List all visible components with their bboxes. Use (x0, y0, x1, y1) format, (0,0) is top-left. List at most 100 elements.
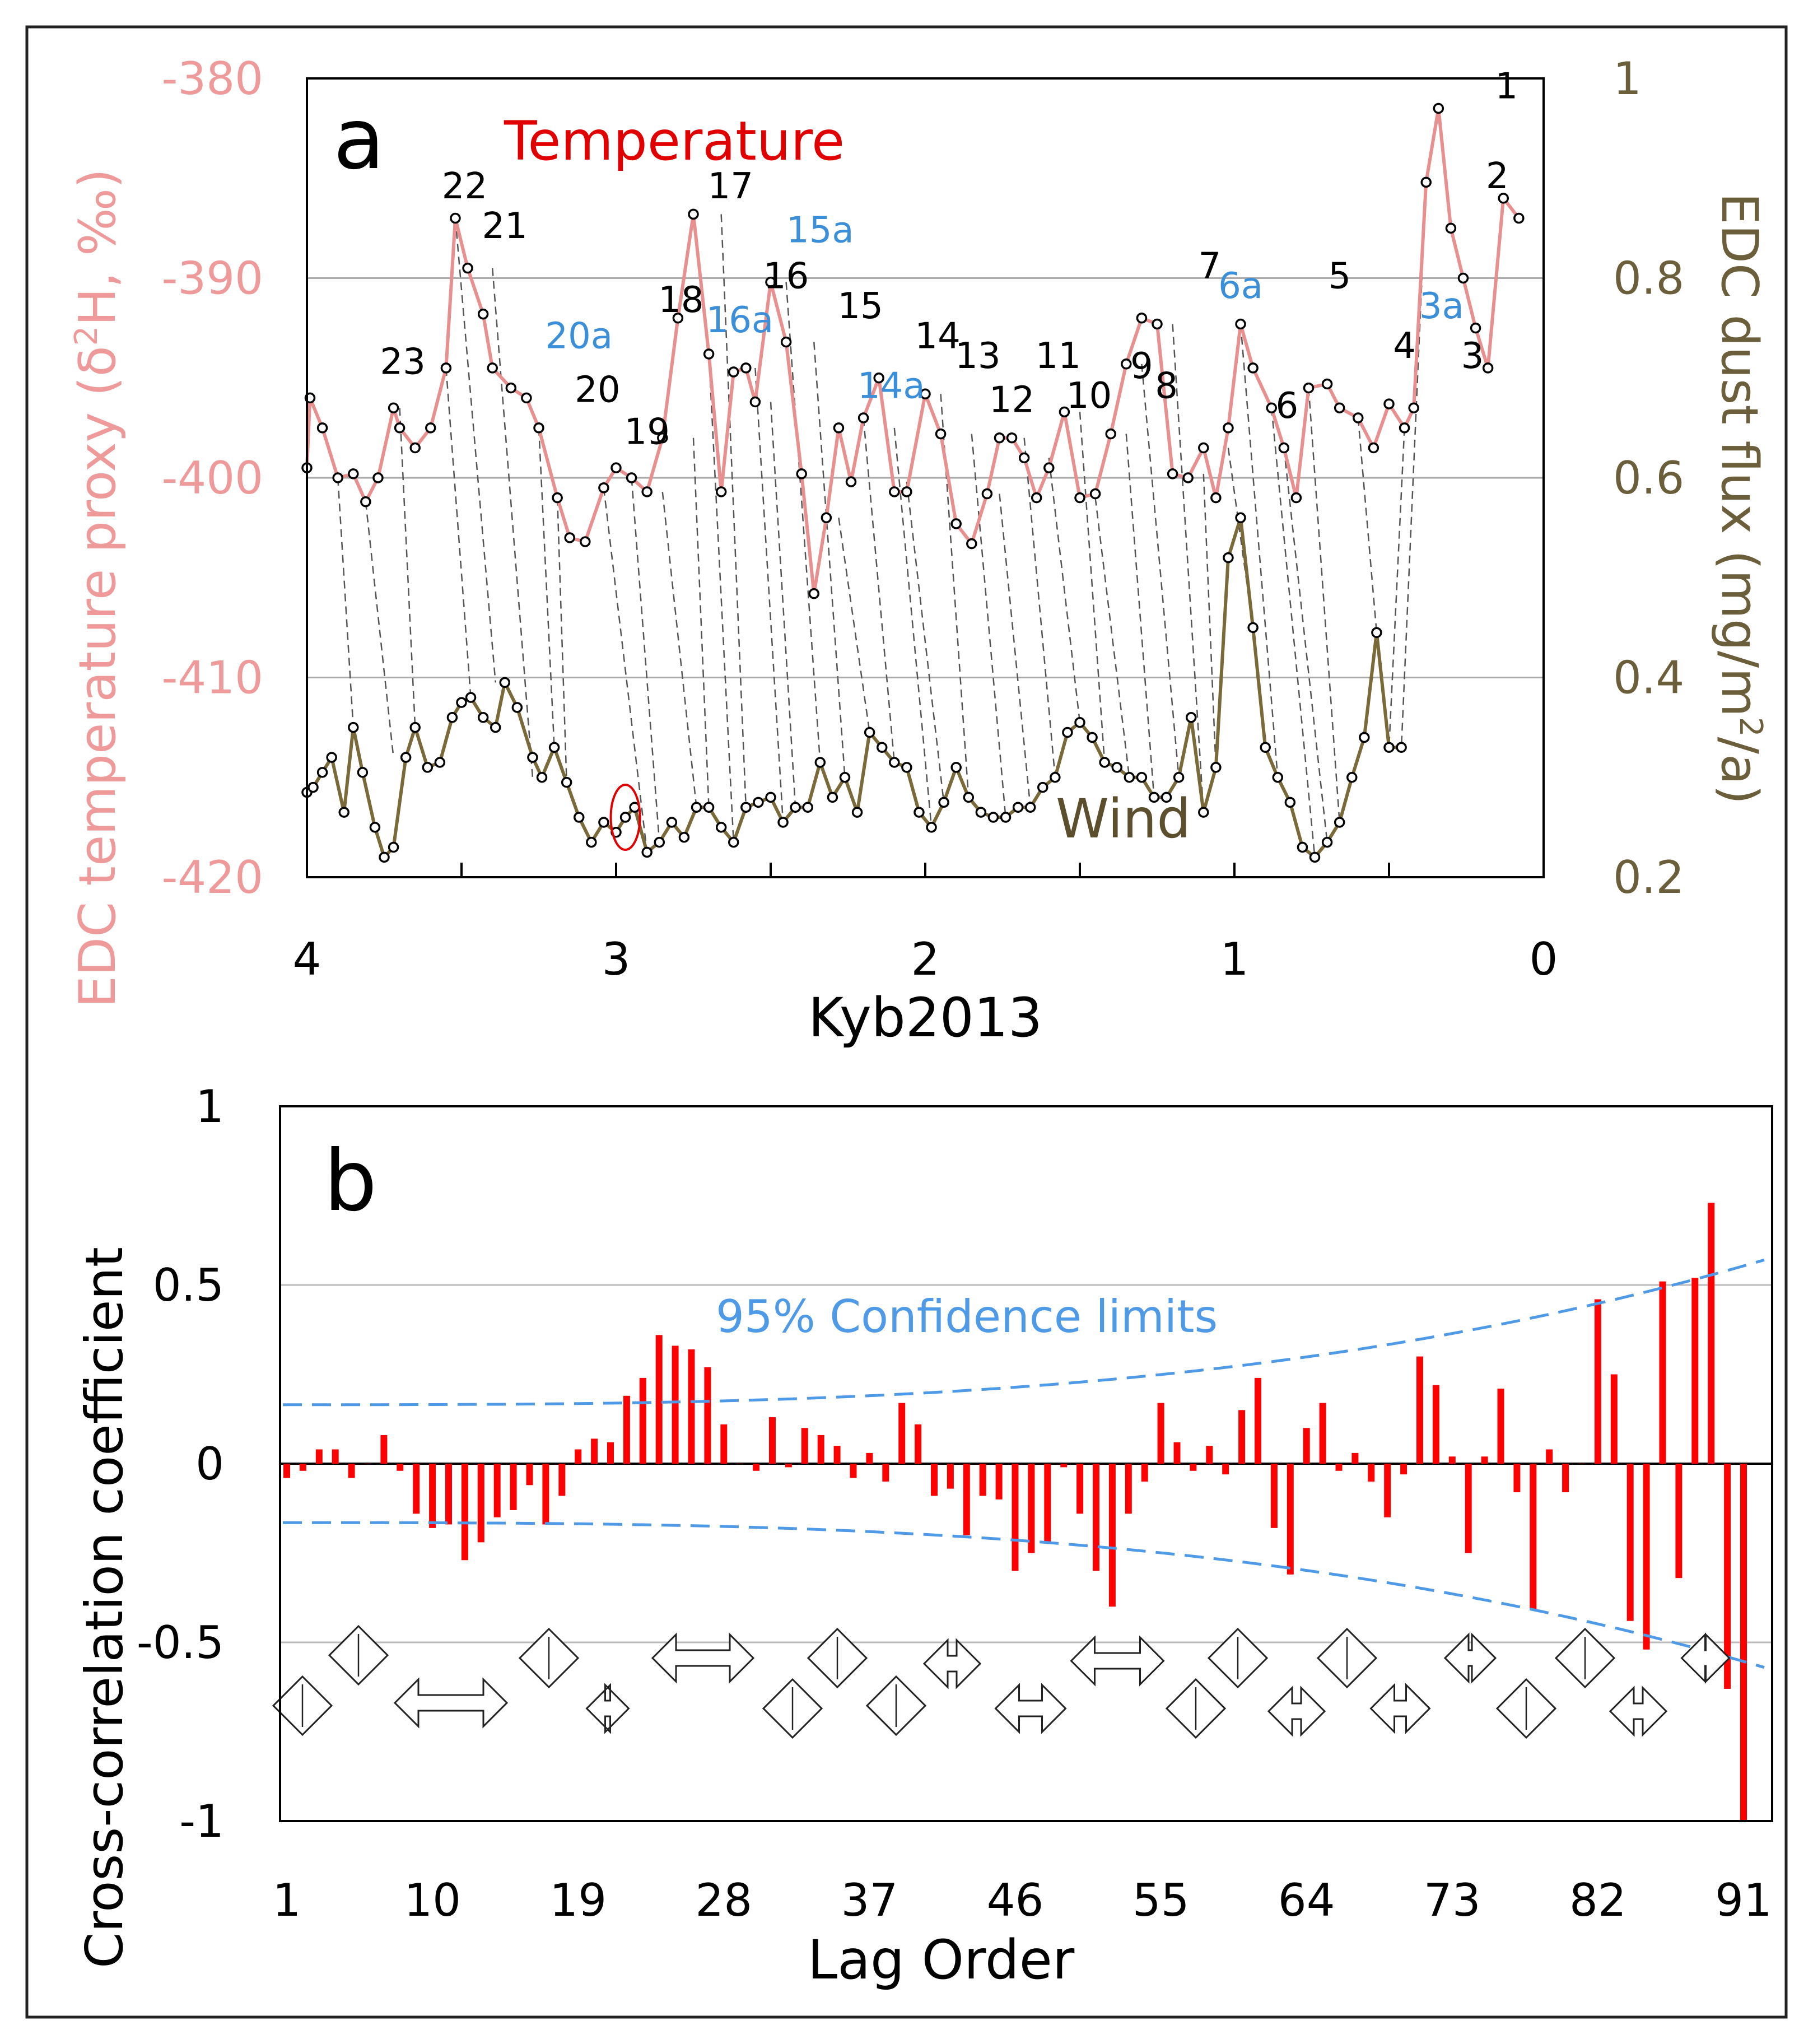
correlation-bar (1481, 1456, 1488, 1464)
correlation-bar (1513, 1464, 1521, 1493)
temperature-series-point (1235, 318, 1246, 330)
temperature-series-point (1408, 402, 1419, 413)
temperature-series-point (1198, 442, 1209, 454)
wind-series-point (1383, 742, 1395, 753)
correlation-bar (1643, 1464, 1650, 1650)
cycle-label: 17 (708, 166, 753, 207)
correlation-bar (995, 1464, 1003, 1500)
correlation-connector-line (1357, 417, 1378, 633)
correlation-connector-line (365, 501, 394, 758)
wind-series-point (574, 812, 585, 823)
correlation-bar (1546, 1449, 1553, 1464)
wind-series-point (802, 802, 813, 813)
cycle-label: 16a (706, 300, 773, 341)
correlation-connector-line (754, 367, 784, 823)
wind-series-point (1321, 836, 1333, 848)
temperature-series-point (1266, 402, 1277, 413)
temperature-series-point (487, 362, 498, 374)
wind-series-point (851, 807, 863, 818)
panel-b-x-tick-label: 19 (549, 1874, 607, 1926)
correlation-bar (850, 1464, 857, 1478)
panel-b-x-tick-label: 28 (695, 1874, 752, 1926)
wind-series-point (499, 677, 511, 688)
cycle-label: 1 (1495, 66, 1518, 108)
panel-a-right-tick-label: 0.4 (1613, 652, 1684, 704)
correlation-bar (1384, 1464, 1391, 1517)
correlation-connector-line (603, 487, 648, 853)
temperature-series-point (1321, 378, 1333, 390)
double-arrow-glyph-icon (922, 1638, 982, 1689)
temperature-series-point (1513, 212, 1525, 224)
correlation-bar (477, 1464, 484, 1543)
correlation-bar (348, 1464, 355, 1478)
cycle-label: 11 (1036, 336, 1081, 377)
highlighted-point-circle (609, 784, 641, 851)
panel-b-x-tick-label: 37 (841, 1874, 898, 1926)
temperature-series-point (1353, 412, 1364, 423)
temperature-series-point (1420, 176, 1432, 188)
correlation-bar (1659, 1281, 1666, 1464)
temperature-series-point (688, 208, 699, 220)
correlation-bar (1125, 1464, 1132, 1514)
cycle-label: 15 (837, 286, 883, 327)
correlation-connector-line (770, 402, 796, 808)
double-arrow-glyph-icon (1680, 1632, 1731, 1684)
right-axis-title-part2: /a) (1710, 737, 1769, 805)
correlation-bar (1562, 1464, 1569, 1493)
temperature-series-point (1182, 472, 1194, 483)
wind-series-point (963, 791, 975, 803)
figure-frame (25, 25, 1788, 2019)
confidence-limit-lower (283, 1521, 1765, 1669)
wind-series-point (1223, 552, 1234, 564)
correlation-connector-line (1227, 448, 1254, 628)
correlation-bar (1012, 1464, 1019, 1571)
panel-a-left-axis-title: EDC temperature proxy (δ2H, ‰) (68, 169, 128, 1008)
correlation-bar (542, 1464, 549, 1525)
correlation-connector-line (708, 353, 735, 842)
wind-series-point (1074, 716, 1085, 728)
panel-b-x-tick-label: 10 (404, 1874, 461, 1926)
cycle-label: 4 (1393, 325, 1416, 367)
wind-series-point (753, 797, 764, 808)
cycle-label: 20 (575, 370, 620, 411)
wind-series-point (1309, 851, 1321, 863)
correlation-bar (1093, 1464, 1099, 1571)
wind-series-point (926, 822, 937, 833)
correlation-bar (1190, 1464, 1197, 1471)
correlation-bar (1416, 1356, 1423, 1464)
wind-series-point (477, 712, 489, 723)
double-arrow-glyph-icon (1609, 1686, 1668, 1737)
wind-series-point (409, 721, 421, 733)
temperature-series-point (1006, 432, 1018, 444)
correlation-bar (1044, 1464, 1051, 1543)
double-arrow-glyph-icon (585, 1683, 630, 1734)
correlation-connector-line (1388, 427, 1405, 748)
cycle-label: 14 (915, 315, 960, 357)
temperature-series-point (920, 388, 931, 400)
correlation-bar (1287, 1464, 1294, 1575)
correlation-bar (672, 1345, 679, 1464)
cycle-label: 7 (1198, 246, 1221, 287)
correlation-bar (1740, 1464, 1747, 1821)
temperature-series-point (641, 486, 653, 497)
wind-series-point (1124, 772, 1135, 783)
panel-b-y-tick-label: -0.5 (137, 1617, 224, 1669)
temperature-series-point (477, 308, 489, 320)
correlation-bar (1028, 1464, 1035, 1553)
correlation-connector-line (893, 427, 933, 827)
correlation-bar (769, 1417, 776, 1464)
wind-series-point (1284, 797, 1296, 808)
wind-series-point (1087, 732, 1098, 743)
cycle-label: 8 (1155, 365, 1178, 407)
wind-series-point (369, 822, 381, 833)
cycle-label: 10 (1066, 375, 1112, 417)
temperature-series-point (1059, 406, 1070, 418)
correlation-bar (1108, 1464, 1116, 1607)
cycle-label: 21 (482, 206, 528, 247)
wind-series-point (1272, 772, 1284, 783)
wind-series-point (586, 836, 597, 848)
correlation-bar (866, 1452, 873, 1464)
wind-series-point (1247, 622, 1259, 634)
correlation-bar (931, 1464, 938, 1496)
temperature-series-point (332, 472, 343, 483)
